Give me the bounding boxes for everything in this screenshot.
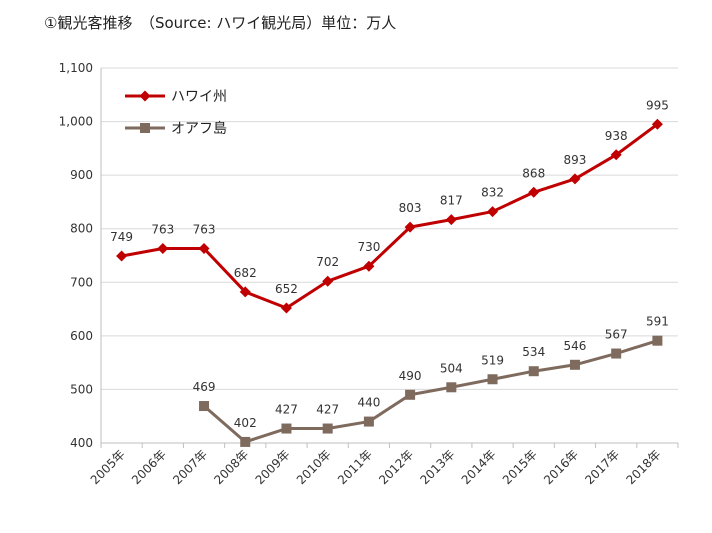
data-label: 504 bbox=[440, 361, 463, 375]
y-tick-label: 400 bbox=[70, 436, 93, 450]
data-point bbox=[569, 359, 580, 370]
data-point bbox=[363, 416, 374, 427]
chart-title: ①観光客推移 （Source: ハワイ観光局）単位：万人 bbox=[44, 14, 397, 32]
data-label: 534 bbox=[522, 345, 545, 359]
x-tick-label: 2014年 bbox=[459, 447, 499, 487]
y-tick-label: 800 bbox=[70, 222, 93, 236]
x-tick-label: 2006年 bbox=[129, 447, 169, 487]
data-label: 591 bbox=[646, 315, 669, 329]
data-label: 749 bbox=[110, 230, 133, 244]
data-point bbox=[569, 173, 581, 185]
data-label: 440 bbox=[357, 396, 380, 410]
data-label: 490 bbox=[399, 369, 422, 383]
data-point bbox=[280, 302, 292, 314]
data-label: 546 bbox=[564, 339, 587, 353]
data-label: 832 bbox=[481, 186, 504, 200]
data-label: 995 bbox=[646, 98, 669, 112]
x-tick-label: 2013年 bbox=[417, 447, 457, 487]
data-label: 567 bbox=[605, 328, 628, 342]
data-point bbox=[651, 118, 663, 130]
x-tick-label: 2015年 bbox=[500, 447, 540, 487]
data-label: 402 bbox=[234, 416, 257, 430]
data-label: 763 bbox=[151, 223, 174, 237]
data-label: 868 bbox=[522, 166, 545, 180]
x-tick-label: 2017年 bbox=[582, 447, 622, 487]
data-point bbox=[487, 374, 498, 385]
data-label: 803 bbox=[399, 201, 422, 215]
x-tick-label: 2005年 bbox=[88, 447, 128, 487]
data-label: 652 bbox=[275, 282, 298, 296]
data-label: 469 bbox=[193, 380, 216, 394]
data-point bbox=[528, 186, 540, 198]
data-point bbox=[404, 221, 416, 233]
data-point bbox=[322, 275, 334, 287]
data-point bbox=[611, 348, 622, 359]
data-label: 427 bbox=[316, 403, 339, 417]
legend-marker bbox=[140, 123, 150, 133]
legend-label: オアフ島 bbox=[171, 121, 227, 137]
y-tick-label: 500 bbox=[70, 382, 93, 396]
x-tick-labels: 2005年 2006年 2007年 2008年 2009年 2010年 2011年 2012年… bbox=[88, 447, 664, 487]
data-point bbox=[363, 260, 375, 272]
data-point bbox=[157, 243, 169, 255]
data-point bbox=[199, 401, 210, 412]
x-tick-label: 2008年 bbox=[211, 447, 251, 487]
data-label: 730 bbox=[357, 240, 380, 254]
data-label: 938 bbox=[605, 129, 628, 143]
data-label: 682 bbox=[234, 266, 257, 280]
data-label: 427 bbox=[275, 403, 298, 417]
data-point bbox=[446, 382, 457, 393]
y-tick-label: 1,100 bbox=[59, 61, 93, 75]
x-tick-label: 2018年 bbox=[624, 447, 664, 487]
data-label: 893 bbox=[564, 153, 587, 167]
x-tick-label: 2009年 bbox=[253, 447, 293, 487]
x-tick-label: 2010年 bbox=[294, 447, 334, 487]
data-label: 763 bbox=[193, 223, 216, 237]
series-line bbox=[121, 123, 659, 310]
x-tick-label: 2016年 bbox=[541, 447, 581, 487]
data-point bbox=[445, 214, 457, 226]
data-point bbox=[610, 149, 622, 161]
data-point bbox=[322, 423, 333, 434]
x-tick-label: 2011年 bbox=[335, 447, 375, 487]
data-label: 702 bbox=[316, 255, 339, 269]
series-hawaii: 749 763 763 682 652 702 730 803 817 832 868 893 938 9… bbox=[110, 98, 669, 314]
y-tick-label: 900 bbox=[70, 168, 93, 182]
data-point bbox=[240, 436, 251, 447]
legend-label: ハワイ州 bbox=[171, 89, 227, 105]
x-tick-label: 2007年 bbox=[170, 447, 210, 487]
series-group: 749 763 763 682 652 702 730 803 817 832 868 893 938 9… bbox=[110, 98, 669, 447]
data-point bbox=[281, 423, 292, 434]
data-point bbox=[405, 389, 416, 400]
series-oahu: 469 402 427 427 440 490 504 519 534 546 567 591 bbox=[193, 315, 669, 447]
data-point bbox=[116, 250, 128, 262]
x-tick-label: 2012年 bbox=[376, 447, 416, 487]
y-tick-label: 600 bbox=[70, 329, 93, 343]
data-point bbox=[652, 335, 663, 346]
data-point bbox=[198, 243, 210, 255]
data-point bbox=[528, 366, 539, 377]
series-line bbox=[203, 339, 658, 444]
y-tick-label: 700 bbox=[70, 275, 93, 289]
axes bbox=[100, 68, 679, 448]
y-tick-labels: 400 500 600 700 800 900 1,000 1,100 bbox=[59, 61, 93, 450]
data-label: 817 bbox=[440, 194, 463, 208]
legend-marker bbox=[139, 90, 151, 102]
y-tick-label: 1,000 bbox=[59, 115, 93, 129]
data-point bbox=[239, 286, 251, 298]
data-label: 519 bbox=[481, 353, 504, 367]
data-point bbox=[487, 206, 499, 218]
